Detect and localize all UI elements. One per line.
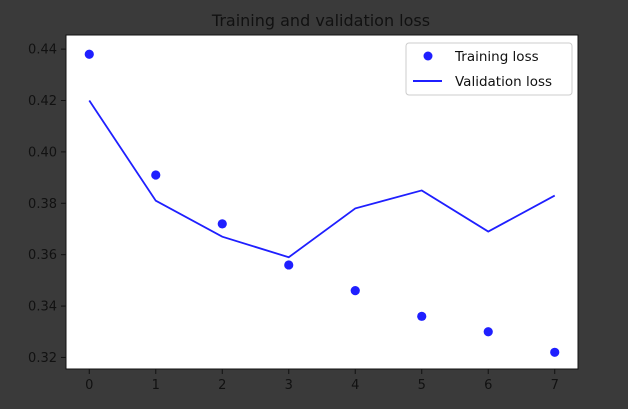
y-tick-label-1: 0.34 bbox=[28, 300, 57, 315]
x-tick-label-6: 6 bbox=[484, 378, 492, 393]
y-tick-label-2: 0.36 bbox=[28, 248, 57, 263]
training-loss-point-6 bbox=[483, 327, 493, 337]
training-loss-point-7 bbox=[550, 347, 560, 357]
legend-box bbox=[405, 42, 573, 96]
x-tick-label-4: 4 bbox=[351, 378, 359, 393]
x-tick-label-7: 7 bbox=[551, 378, 559, 393]
training-loss-point-4 bbox=[350, 286, 360, 296]
x-tick-label-1: 1 bbox=[152, 378, 160, 393]
chart-title: Training and validation loss bbox=[211, 11, 430, 30]
legend-label-validation: Validation loss bbox=[455, 74, 552, 90]
legend: Training loss Validation loss bbox=[405, 42, 573, 96]
validation-loss-line bbox=[88, 100, 556, 259]
y-tick-label-5: 0.42 bbox=[28, 94, 57, 109]
series-layer bbox=[84, 49, 560, 357]
training-loss-point-1 bbox=[151, 170, 161, 180]
training-loss-point-0 bbox=[84, 49, 94, 59]
legend-marker-training bbox=[423, 51, 433, 61]
training-loss-point-3 bbox=[284, 260, 294, 270]
legend-label-training: Training loss bbox=[454, 49, 539, 65]
x-tick-label-2: 2 bbox=[218, 378, 226, 393]
training-loss-point-5 bbox=[417, 311, 427, 321]
x-tick-label-3: 3 bbox=[285, 378, 293, 393]
y-tick-label-6: 0.44 bbox=[28, 43, 57, 58]
x-tick-label-5: 5 bbox=[418, 378, 426, 393]
x-tick-label-0: 0 bbox=[85, 378, 93, 393]
axes: 0 1 2 3 4 5 6 7 0.32 0.34 0.36 0.38 0.40 0.42 0.44 bbox=[28, 43, 559, 393]
y-tick-label-0: 0.32 bbox=[28, 351, 57, 366]
y-tick-label-3: 0.38 bbox=[28, 197, 57, 212]
training-loss-point-2 bbox=[217, 219, 227, 229]
y-tick-label-4: 0.40 bbox=[28, 145, 57, 160]
